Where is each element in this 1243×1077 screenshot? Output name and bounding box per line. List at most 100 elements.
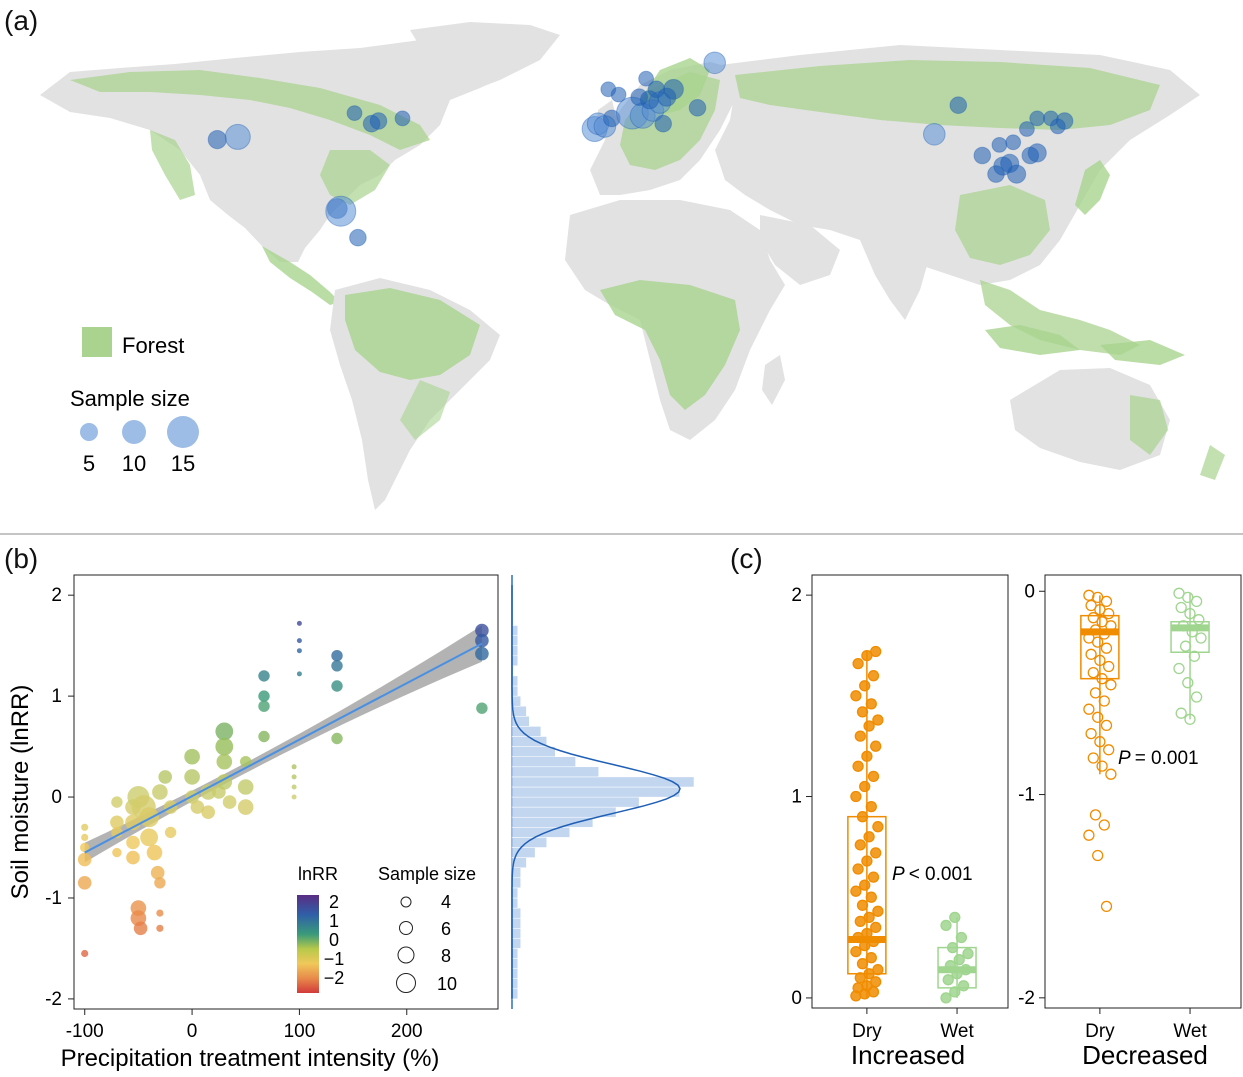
data-point [296, 648, 302, 654]
site-marker [346, 105, 363, 121]
box-data-point [1190, 691, 1203, 703]
panel-b-plot-frame [73, 574, 499, 1010]
site-marker [325, 195, 357, 227]
histogram-bar [511, 907, 521, 919]
color-legend-tick-neg2: −2 [324, 968, 345, 988]
panel-a-label: (a) [4, 5, 38, 36]
box-data-point [1190, 595, 1203, 608]
lnrr-color-legend: lnRR 2 1 0 −1 −2 [297, 864, 344, 993]
panel-c-label: (c) [730, 543, 763, 574]
box-data-point [940, 919, 952, 932]
box-data-point [1173, 662, 1185, 675]
box-data-point [872, 964, 884, 976]
australia-forest [1130, 395, 1168, 455]
box-data-point [1092, 711, 1104, 723]
panel-b-histogram [511, 625, 695, 1000]
australia [1010, 368, 1170, 470]
box-data-point [1100, 900, 1113, 913]
histogram-bar [511, 766, 599, 778]
histogram-bar [511, 887, 519, 899]
indonesia [985, 325, 1080, 355]
increased-p-value: P < 0.001 [892, 864, 973, 885]
arabia [760, 215, 840, 285]
site-marker [1021, 146, 1040, 165]
box-data-point [1105, 679, 1117, 691]
data-point [152, 784, 168, 800]
panel-b-label: (b) [4, 543, 38, 574]
histogram-bar [511, 938, 521, 949]
color-legend-tick-2: 2 [329, 892, 339, 912]
box-data-point [1087, 752, 1099, 764]
regression-line [84, 642, 483, 854]
c-x-tick-label: Wet [940, 1021, 974, 1042]
site-marker [1049, 118, 1066, 135]
box-data-point [1098, 695, 1110, 707]
histogram-bar [511, 796, 640, 808]
southeast-asia [980, 280, 1140, 355]
increased-plot-frame [811, 574, 1009, 1009]
data-point [81, 823, 89, 831]
increased-p-text: < 0.001 [909, 864, 973, 885]
histogram-bar [511, 695, 521, 707]
box-data-point [1092, 849, 1104, 862]
y-tick-label: 1 [51, 686, 62, 707]
east-asia-forest [955, 185, 1050, 265]
box-data-point [1188, 650, 1201, 662]
data-point [291, 774, 297, 780]
data-point [296, 671, 302, 677]
data-point [258, 700, 270, 712]
north-america-west-forest [150, 130, 195, 200]
map-size-legend-value-15: 15 [171, 451, 195, 476]
density-curve [511, 585, 681, 999]
site-marker [1005, 134, 1022, 151]
size-legend-value-4: 4 [441, 892, 451, 912]
site-marker [949, 96, 968, 114]
site-marker [600, 81, 617, 98]
y-tick-label: -2 [45, 989, 62, 1010]
data-point [80, 842, 90, 853]
box-data-point [1096, 760, 1108, 772]
increased-boxplot: 0 1 2 Dry Wet [791, 585, 977, 1042]
india [860, 240, 930, 320]
histogram-bar [511, 756, 576, 768]
box-data-point [865, 800, 877, 813]
c-x-tick-label: Wet [1173, 1021, 1207, 1042]
data-point [258, 730, 270, 743]
map-size-legend-value-5: 5 [83, 451, 95, 476]
histogram-bar [511, 948, 519, 959]
box-data-point [872, 714, 884, 726]
histogram-bar [511, 917, 521, 929]
box-data-point [1092, 636, 1104, 648]
histogram-bar [511, 897, 519, 909]
site-marker [688, 99, 707, 117]
data-point [156, 924, 164, 932]
box-data-point [1094, 654, 1106, 667]
site-marker [654, 114, 673, 133]
c-y-tick-label: -1 [1018, 785, 1035, 806]
box-data-point [850, 945, 862, 958]
decreased-p-symbol: P [1118, 748, 1131, 769]
box-data-point [1175, 601, 1187, 614]
c-y-tick-label: -2 [1018, 988, 1035, 1009]
box-data-point [1089, 809, 1102, 821]
madagascar [762, 355, 785, 405]
data-point [331, 680, 343, 692]
africa-forest [600, 280, 740, 410]
box-data-point [865, 952, 877, 964]
box-data-point [859, 879, 871, 891]
increased-p-symbol: P [892, 864, 905, 885]
map-size-legend-circle-10 [122, 420, 146, 444]
box-data-point [867, 670, 880, 682]
box-data-point [856, 811, 869, 823]
histogram-bar [511, 786, 680, 798]
data-point [200, 784, 216, 800]
box-data-point [852, 863, 864, 875]
histogram-bar [511, 968, 519, 979]
c-y-tick-label: 1 [791, 787, 802, 808]
new-zealand [1200, 445, 1225, 480]
x-tick-label: 0 [187, 1021, 198, 1042]
c-x-tick-label: Dry [852, 1021, 882, 1042]
box-data-point [1195, 632, 1207, 644]
site-markers [207, 51, 1074, 247]
color-legend-tick-1: 1 [329, 911, 339, 931]
